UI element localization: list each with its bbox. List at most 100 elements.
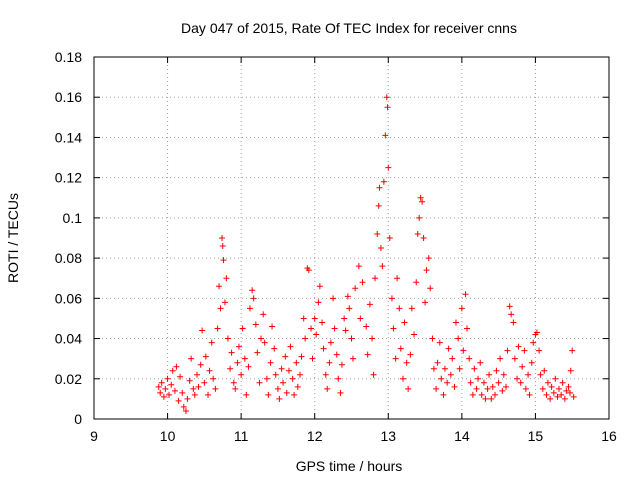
data-point — [462, 291, 469, 298]
data-point — [173, 363, 180, 370]
data-point — [460, 347, 467, 354]
data-point — [375, 202, 382, 209]
data-point — [294, 383, 301, 390]
data-point — [239, 325, 246, 332]
data-point — [162, 385, 169, 392]
data-point — [539, 385, 546, 392]
data-point — [525, 371, 532, 378]
data-point — [363, 323, 370, 330]
data-point — [330, 295, 337, 302]
data-point — [504, 347, 511, 354]
x-tick-label: 15 — [528, 428, 544, 444]
data-point — [480, 379, 487, 386]
data-point — [537, 371, 544, 378]
data-point — [220, 257, 227, 264]
data-point — [466, 355, 473, 362]
data-point — [543, 391, 550, 398]
data-point — [385, 164, 392, 171]
data-point — [384, 104, 391, 111]
data-point — [569, 347, 576, 354]
plot-frame — [93, 56, 610, 420]
data-point — [250, 295, 257, 302]
data-point — [171, 387, 178, 394]
data-point — [486, 371, 493, 378]
data-point — [199, 327, 206, 334]
data-point — [495, 379, 502, 386]
data-point — [440, 391, 447, 398]
data-point — [300, 315, 307, 322]
data-point — [238, 371, 245, 378]
data-point — [541, 367, 548, 374]
data-point — [265, 391, 272, 398]
y-tick-label: 0.04 — [55, 331, 82, 347]
data-point — [510, 319, 517, 326]
data-point — [305, 267, 312, 274]
data-point — [445, 345, 452, 352]
data-point — [413, 279, 420, 286]
y-tick-label: 0.16 — [55, 89, 82, 105]
data-point — [302, 335, 309, 342]
data-point — [272, 371, 279, 378]
data-point — [194, 371, 200, 378]
data-point — [197, 361, 204, 368]
data-point — [411, 331, 418, 338]
data-point — [400, 375, 406, 382]
data-point — [234, 359, 241, 366]
data-point — [348, 335, 355, 342]
x-tick-label: 13 — [380, 428, 396, 444]
data-point — [570, 393, 577, 400]
data-point — [190, 385, 197, 392]
data-point — [392, 355, 399, 362]
y-tick-label: 0.08 — [55, 250, 82, 266]
data-point — [548, 383, 555, 390]
x-tick-label: 10 — [160, 428, 176, 444]
data-point — [436, 339, 443, 346]
data-point — [451, 383, 458, 390]
data-point — [267, 359, 274, 366]
data-point — [223, 275, 230, 282]
data-point — [155, 383, 162, 390]
data-point — [224, 335, 231, 342]
data-point — [289, 375, 296, 382]
data-point — [401, 319, 408, 326]
data-point — [366, 301, 373, 308]
data-point — [346, 305, 353, 312]
x-tick-label: 9 — [90, 428, 98, 444]
data-point — [552, 375, 559, 382]
data-point — [408, 305, 415, 312]
data-point — [484, 385, 491, 392]
data-point — [550, 389, 557, 396]
x-tick-label: 16 — [601, 428, 617, 444]
data-point — [311, 315, 318, 322]
data-point — [558, 391, 565, 398]
data-point — [164, 375, 171, 382]
data-point — [184, 395, 191, 402]
data-point — [433, 385, 440, 392]
data-point — [497, 355, 504, 362]
data-point — [374, 230, 381, 237]
data-point — [482, 395, 489, 402]
data-point — [530, 339, 537, 346]
data-point — [278, 365, 285, 372]
y-tick-label: 0.12 — [55, 170, 82, 186]
data-point — [216, 283, 223, 290]
data-point — [419, 198, 426, 205]
data-point — [416, 214, 423, 221]
data-point — [376, 184, 383, 191]
data-point — [227, 365, 234, 372]
data-point — [326, 359, 333, 366]
data-point — [338, 361, 345, 368]
data-point — [341, 315, 348, 322]
data-point — [342, 327, 349, 334]
data-point — [249, 287, 256, 294]
data-point — [405, 385, 412, 392]
data-point — [261, 339, 268, 346]
data-points — [155, 94, 577, 414]
y-axis-label: ROTI / TECUs — [5, 193, 21, 283]
data-point — [258, 335, 265, 342]
data-point — [422, 299, 429, 306]
data-point — [565, 383, 572, 390]
data-point — [212, 385, 219, 392]
data-point — [429, 335, 436, 342]
data-point — [397, 345, 404, 352]
